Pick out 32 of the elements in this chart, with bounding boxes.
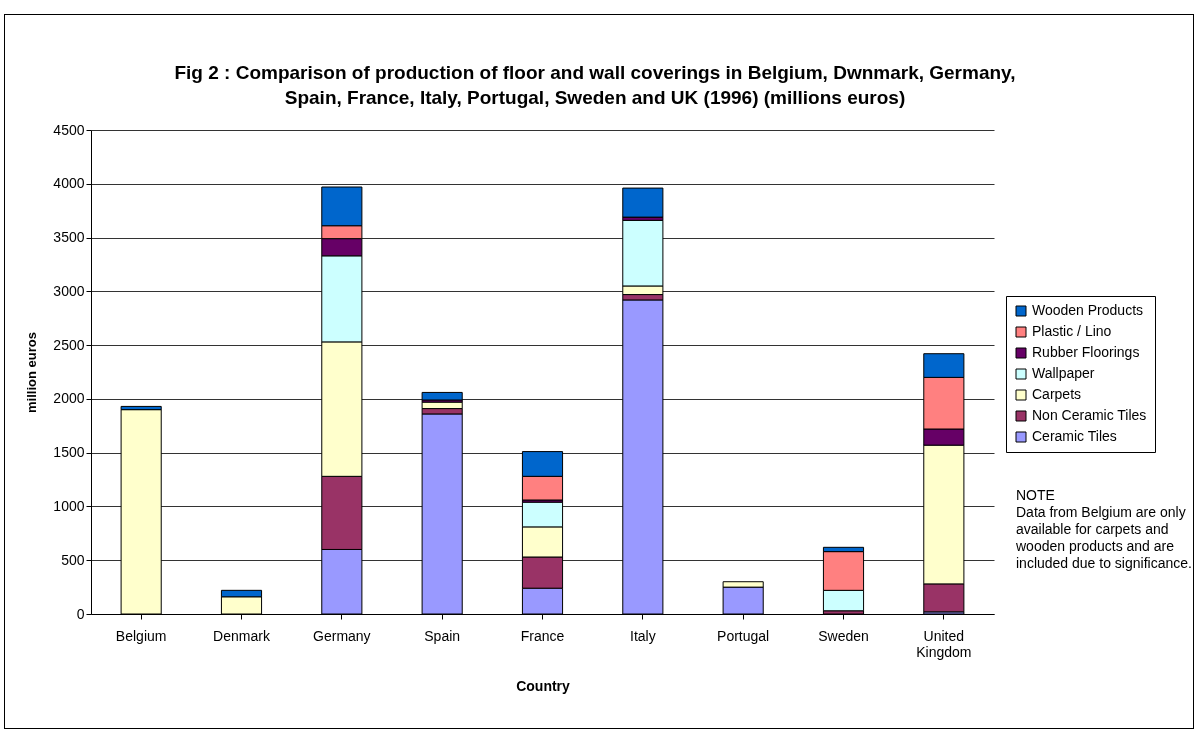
- x-tick-label: Sweden: [818, 627, 869, 644]
- chart-title: Fig 2 : Comparison of production of floor and wall coverings in Belgium, Dwnmark, Germany, Spain, France, Italy, Portugal, Sweden and UK (1996) (millions euros): [173, 61, 1017, 110]
- y-tick-label: 1000: [53, 497, 85, 514]
- legend-label: Rubber Floorings: [1032, 344, 1140, 360]
- y-tick-label: 3500: [53, 229, 85, 246]
- y-tick-label: 4500: [53, 121, 85, 138]
- y-tick-label: 3000: [53, 282, 85, 299]
- x-tick-label: Portugal: [717, 627, 770, 644]
- legend-label: Ceramic Tiles: [1032, 428, 1117, 444]
- text: Data from Belgium are only available for carpets and wooden products and are included due to significance.: [1016, 504, 1193, 572]
- legend-label: Carpets: [1032, 386, 1082, 402]
- y-tick-label: 0: [76, 605, 85, 622]
- x-axis-title: Country: [516, 677, 571, 694]
- y-tick-label: 1500: [53, 444, 85, 461]
- y-tick-label: 500: [61, 551, 85, 568]
- bar: [622, 187, 664, 218]
- x-tick-label: Spain: [424, 627, 461, 644]
- text: NOTE: [1016, 487, 1056, 504]
- x-tick-label: United Kingdom: [916, 627, 972, 660]
- x-tick-label: Italy: [629, 627, 656, 644]
- x-tick-label: Belgium: [115, 627, 167, 644]
- x-tick-label: France: [520, 627, 565, 644]
- legend-label: Wooden Products: [1032, 302, 1144, 318]
- legend-label: Plastic / Lino: [1032, 323, 1112, 339]
- y-tick-label: 4000: [53, 175, 85, 192]
- legend-label: Wallpaper: [1032, 365, 1095, 381]
- y-axis-title: million euros: [24, 332, 40, 413]
- legend-label: Non Ceramic Tiles: [1032, 407, 1147, 423]
- x-tick-label: Denmark: [213, 627, 271, 644]
- y-tick-label: 2500: [53, 336, 85, 353]
- x-tick-label: Germany: [313, 627, 371, 644]
- y-tick-label: 2000: [53, 390, 85, 407]
